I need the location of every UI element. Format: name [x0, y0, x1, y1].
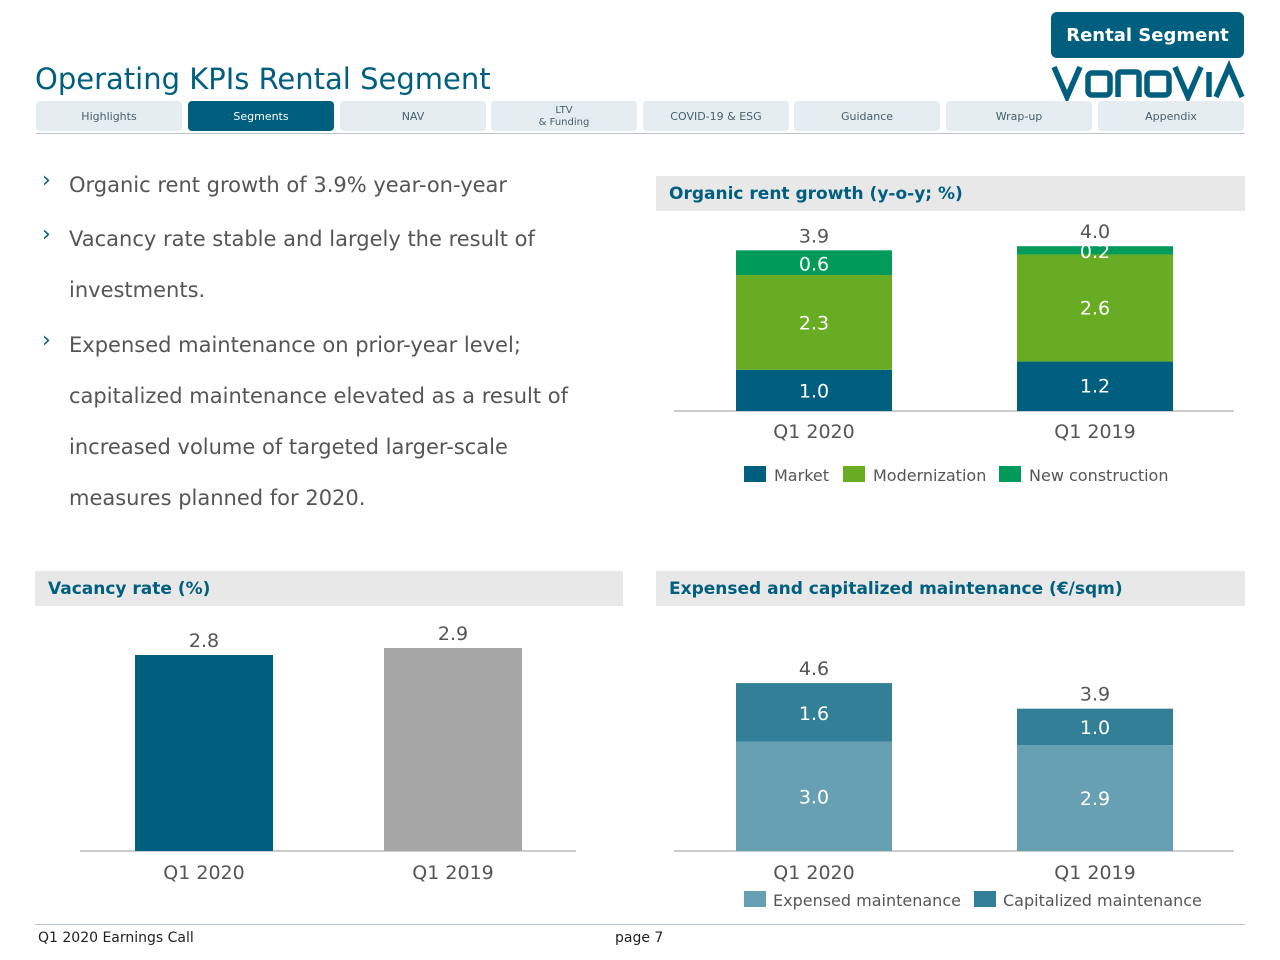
legend-swatch [744, 891, 766, 907]
chevron-right-icon: › [42, 328, 51, 353]
bullet-3-line-1: Expensed maintenance on prior-year level… [69, 333, 521, 357]
category-label: Q1 2020 [773, 421, 854, 443]
data-label: 2.6 [1080, 297, 1110, 319]
legend-swatch [999, 466, 1021, 482]
bar-capitalized-maintenance [736, 683, 892, 742]
bar-new-construction [1017, 246, 1173, 255]
tab-guidance[interactable]: Guidance [794, 101, 940, 131]
chevron-right-icon: › [42, 222, 51, 247]
chart-title-vacancy-rate: Vacancy rate (%) [35, 571, 623, 606]
data-label: 2.8 [189, 630, 219, 652]
tab-covid-esg[interactable]: COVID-19 & ESG [643, 101, 789, 131]
section-tabs: Highlights Segments NAV LTV & Funding CO… [36, 101, 1245, 131]
bar-vacancy [135, 655, 273, 851]
footer-divider [35, 924, 1245, 925]
bar-capitalized-maintenance [1017, 708, 1173, 746]
legend-swatch [744, 466, 766, 482]
legend-swatch [843, 466, 865, 482]
bullet-2-line-2: investments. [69, 278, 206, 302]
chart-title-organic-rent-growth: Organic rent growth (y-o-y; %) [656, 176, 1245, 211]
bullet-2-line-1: Vacancy rate stable and largely the resu… [69, 227, 535, 251]
bar-new-construction [736, 250, 892, 276]
category-label: Q1 2019 [1054, 421, 1135, 443]
data-label: 1.2 [1080, 376, 1110, 398]
data-label: 2.9 [1080, 788, 1110, 810]
legend-swatch [974, 891, 996, 907]
data-label: 0.6 [799, 254, 829, 276]
bullet-3-line-4: measures planned for 2020. [69, 486, 366, 510]
category-label: Q1 2020 [773, 862, 854, 884]
legend-label: Capitalized maintenance [1003, 891, 1202, 910]
segment-badge: Rental Segment [1051, 12, 1244, 58]
data-label: 2.3 [799, 312, 829, 334]
tab-appendix[interactable]: Appendix [1098, 101, 1244, 131]
bullet-1-line-1: Organic rent growth of 3.9% year-on-year [69, 173, 508, 197]
tab-nav[interactable]: NAV [340, 101, 486, 131]
tab-highlights[interactable]: Highlights [36, 101, 182, 131]
tab-wrap-up[interactable]: Wrap-up [946, 101, 1092, 131]
legend-label: Modernization [873, 466, 986, 485]
category-label: Q1 2019 [412, 862, 493, 884]
footer-event: Q1 2020 Earnings Call [38, 930, 194, 946]
data-label: 1.6 [799, 703, 829, 725]
data-label: 0.2 [1080, 241, 1110, 263]
total-label: 4.6 [799, 658, 829, 680]
bar-market [1017, 361, 1173, 411]
tab-ltv-line1: LTV [555, 104, 573, 116]
tab-ltv-funding[interactable]: LTV & Funding [491, 101, 637, 131]
total-label: 4.0 [1080, 221, 1110, 243]
tab-segments[interactable]: Segments [188, 101, 334, 131]
bar-expensed-maintenance [736, 741, 892, 851]
legend-label: New construction [1029, 466, 1168, 485]
vonovia-logo [1051, 60, 1245, 104]
legend-label: Expensed maintenance [773, 891, 961, 910]
bullet-3-line-3: increased volume of targeted larger-scal… [69, 435, 508, 459]
chevron-right-icon: › [42, 168, 51, 193]
category-label: Q1 2020 [163, 862, 244, 884]
bar-vacancy [384, 648, 522, 851]
data-label: 3.0 [799, 786, 829, 808]
data-label: 1.0 [1080, 717, 1110, 739]
chart-title-maintenance: Expensed and capitalized maintenance (€/… [656, 571, 1245, 606]
bullet-3-line-2: capitalized maintenance elevated as a re… [69, 384, 569, 408]
total-label: 3.9 [799, 225, 829, 247]
bar-expensed-maintenance [1017, 745, 1173, 851]
bar-modernization [736, 275, 892, 370]
tab-ltv-line2: & Funding [538, 116, 590, 128]
total-label: 3.9 [1080, 684, 1110, 706]
bar-market [736, 369, 892, 411]
page-number: page 7 [615, 930, 664, 946]
header-divider [36, 133, 1245, 134]
bar-modernization [1017, 254, 1173, 362]
legend-label: Market [774, 466, 829, 485]
data-label: 1.0 [799, 380, 829, 402]
category-label: Q1 2019 [1054, 862, 1135, 884]
data-label: 2.9 [438, 623, 468, 645]
page-title: Operating KPIs Rental Segment [35, 62, 491, 96]
